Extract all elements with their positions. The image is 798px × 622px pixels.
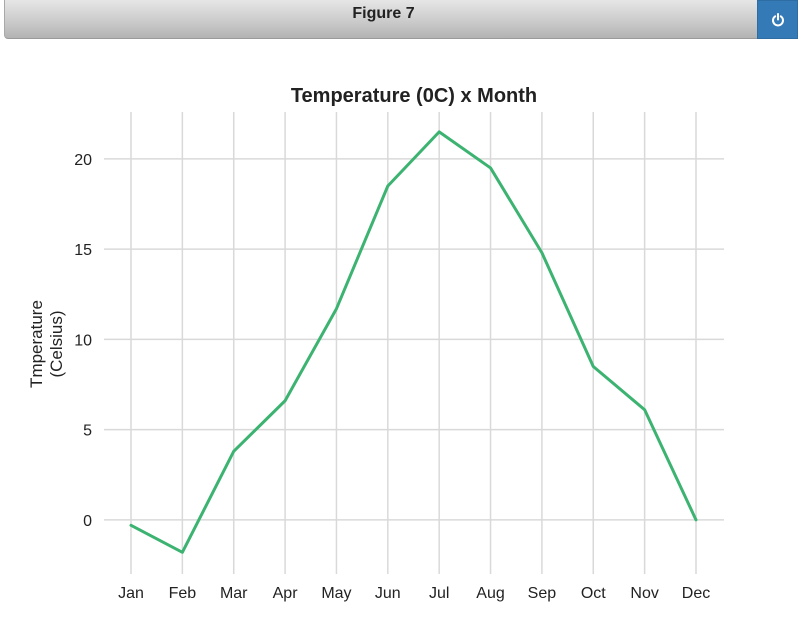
series-line [129, 130, 698, 554]
y-tick-label: 5 [83, 423, 92, 440]
power-icon [771, 12, 784, 26]
y-axis-label-line-1: Tmperature [27, 300, 46, 388]
line-chart: Temperature (0C) x Month Tmperature (Cel… [27, 85, 724, 602]
y-tick-label: 10 [74, 332, 92, 349]
x-tick-label: Feb [169, 585, 197, 602]
x-tick-label: Jun [375, 585, 401, 602]
x-tick-label: May [321, 585, 351, 602]
y-tick-label: 0 [83, 513, 92, 530]
figure-titlebar: Figure 7 [4, 0, 798, 39]
x-tick-label: Aug [476, 585, 504, 602]
x-tick-label: Jul [429, 585, 449, 602]
x-tick-label: Jan [118, 585, 144, 602]
figure-title: Figure 7 [352, 5, 415, 22]
x-tick-label: Sep [528, 585, 557, 602]
chart-title: Temperature (0C) x Month [291, 85, 537, 107]
x-tick-label: Dec [682, 585, 710, 602]
y-axis-label-line-2: (Celsius) [47, 310, 66, 377]
power-button[interactable] [757, 0, 798, 39]
series-lines [129, 130, 698, 554]
y-tick-label: 15 [74, 242, 92, 259]
x-tick-label: Nov [630, 585, 658, 602]
x-tick-labels: Jan Feb Mar Apr May Jun Jul Aug Sep Oct Nov Dec [118, 585, 710, 602]
y-axis-label: Tmperature (Celsius) [27, 300, 66, 388]
y-tick-label: 20 [74, 152, 92, 169]
x-tick-label: Apr [273, 585, 299, 602]
x-tick-label: Mar [220, 585, 248, 602]
chart-grid [104, 112, 724, 574]
y-tick-labels: 0 5 10 15 20 [74, 152, 92, 530]
x-tick-label: Oct [581, 585, 606, 602]
